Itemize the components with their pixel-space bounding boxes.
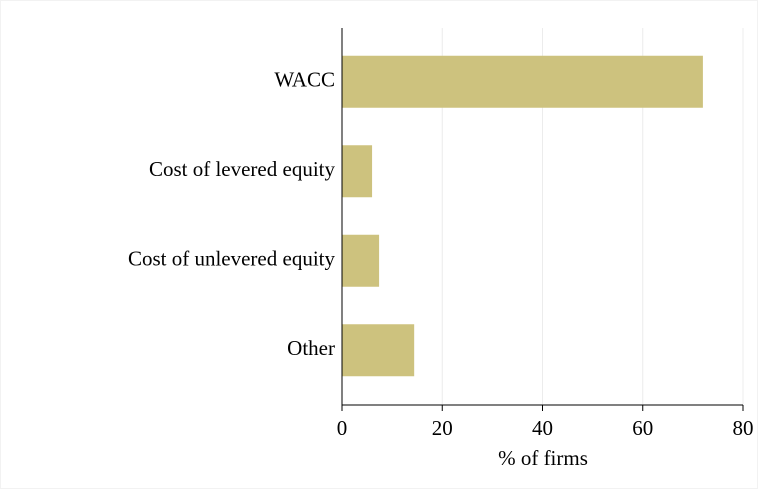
bar bbox=[342, 145, 373, 198]
x-tick-label: 0 bbox=[337, 416, 348, 440]
y-tick-label: WACC bbox=[274, 68, 335, 92]
bar bbox=[342, 234, 380, 287]
bar bbox=[342, 55, 703, 108]
x-tick-label: 60 bbox=[632, 416, 653, 440]
y-tick-label: Other bbox=[287, 336, 335, 360]
bar bbox=[342, 324, 415, 377]
x-tick-label: 80 bbox=[733, 416, 754, 440]
y-tick-label: Cost of unlevered equity bbox=[128, 247, 336, 271]
x-tick-label: 40 bbox=[532, 416, 553, 440]
x-axis-title: % of firms bbox=[498, 446, 588, 470]
x-tick-label: 20 bbox=[432, 416, 453, 440]
y-tick-label: Cost of levered equity bbox=[149, 157, 336, 181]
